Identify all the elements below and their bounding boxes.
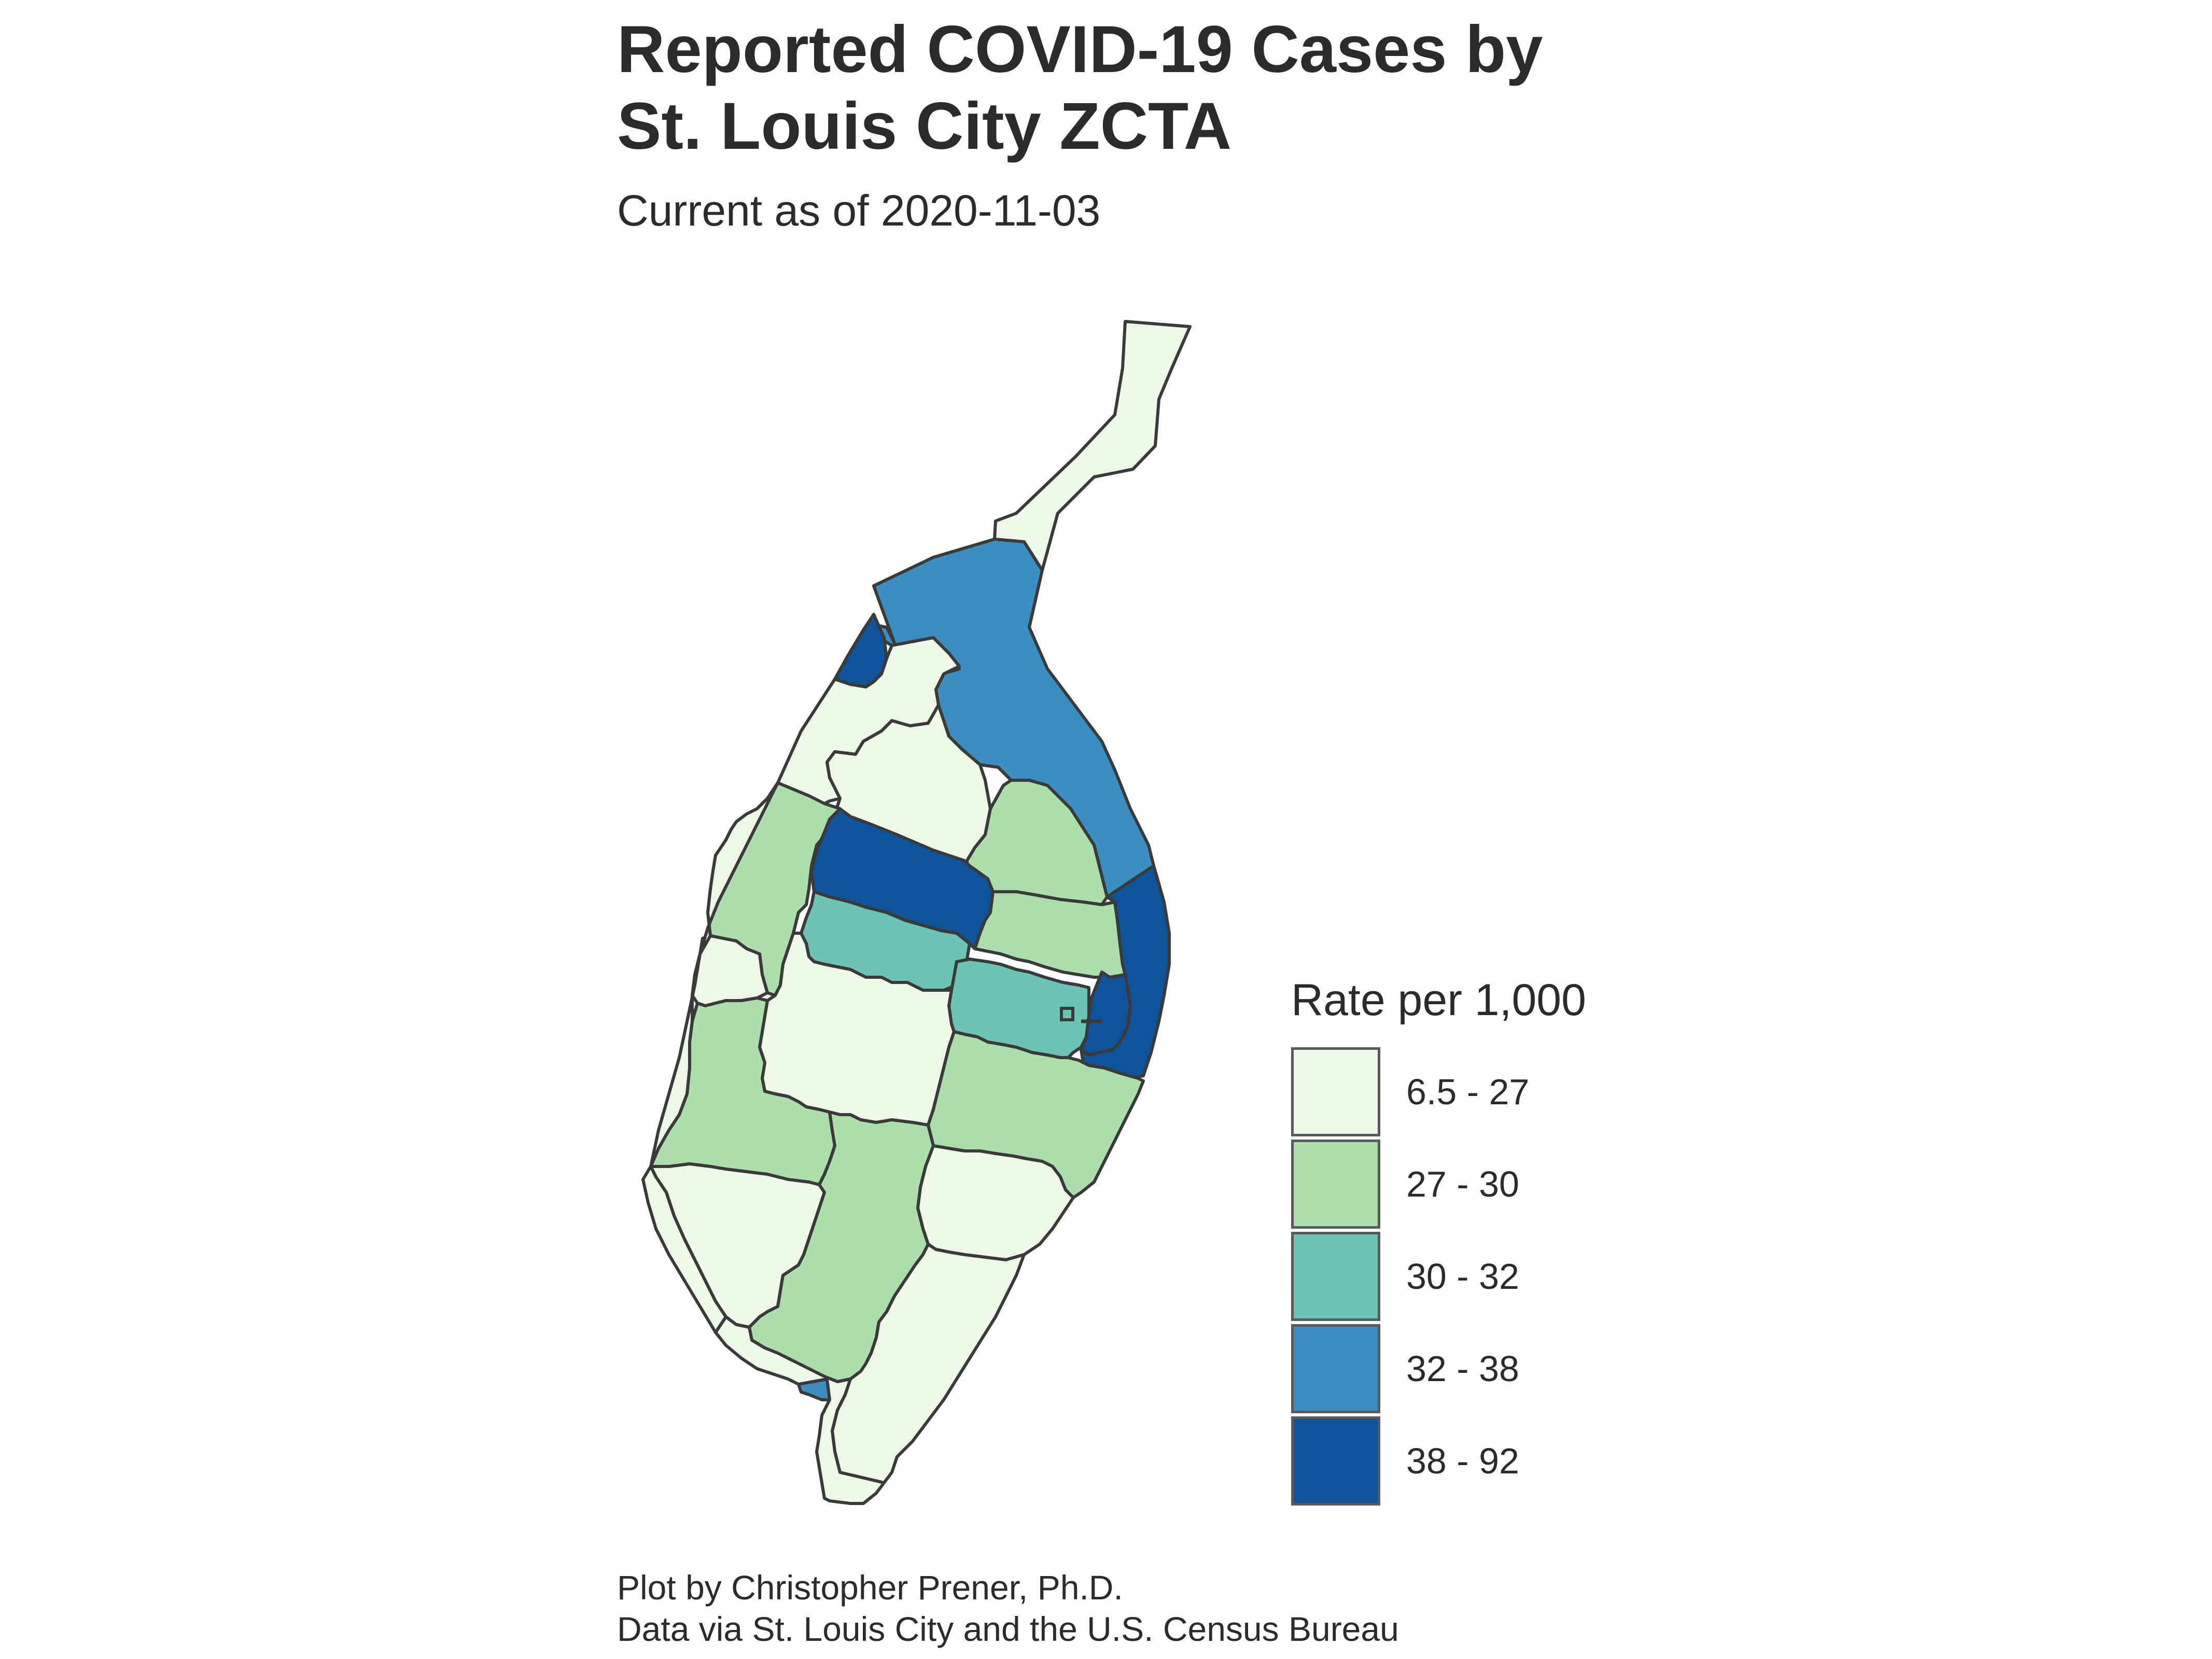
legend-item: 27 - 30 [1291,1140,1706,1232]
zone-west-edge [641,1165,727,1334]
zone-west-edge-north [649,781,779,1168]
legend-label: 30 - 32 [1406,1256,1519,1297]
legend-label: 38 - 92 [1406,1441,1519,1481]
caption-line-2: Data via St. Louis City and the U.S. Cen… [617,1610,1399,1648]
legend-swatch [1291,1232,1380,1321]
legend-swatch [1291,1324,1380,1413]
small-zone-marker [1060,1007,1074,1021]
legend-swatch [1291,1140,1380,1229]
legend-title: Rate per 1,000 [1291,975,1586,1025]
zone-north-tip [993,320,1192,572]
caption-line-1: Plot by Christopher Prener, Ph.D. [617,1568,1123,1607]
legend-item: 38 - 92 [1291,1416,1706,1509]
caption: Plot by Christopher Prener, Ph.D. Data v… [617,1567,1399,1650]
legend-label: 6.5 - 27 [1406,1072,1530,1112]
legend-swatch [1291,1416,1380,1506]
title-line-2: St. Louis City ZCTA [617,89,1232,163]
legend-label: 32 - 38 [1406,1348,1519,1389]
zone-east-central [973,890,1127,979]
zone-downtown-east-strip [1080,864,1171,1080]
title-line-1: Reported COVID-19 Cases by [617,12,1543,87]
zone-far-south [714,1315,886,1505]
legend-label: 27 - 30 [1406,1164,1519,1204]
legend-item: 30 - 32 [1291,1232,1706,1324]
legend-item: 32 - 38 [1291,1324,1706,1416]
legend-item: 6.5 - 27 [1291,1047,1706,1140]
map-title: Reported COVID-19 Cases by St. Louis Cit… [617,11,1758,165]
legend-swatch [1291,1047,1380,1136]
map-subtitle: Current as of 2020-11-03 [617,186,1101,235]
